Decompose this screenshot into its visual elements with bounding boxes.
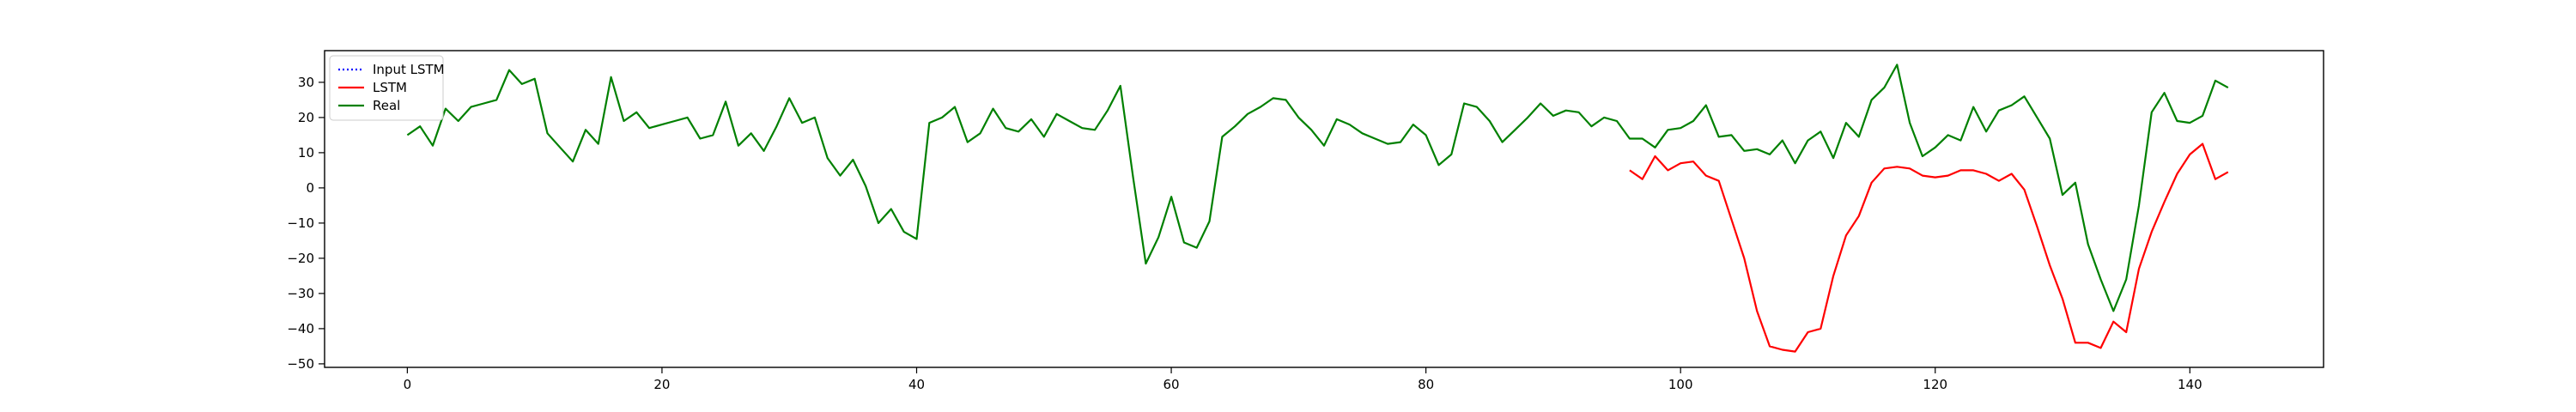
- y-tick-label: 0: [306, 180, 314, 196]
- x-tick-label: 40: [908, 377, 925, 392]
- legend-label: LSTM: [373, 80, 407, 95]
- y-tick-label: −20: [287, 251, 314, 266]
- y-tick-label: 20: [298, 110, 314, 125]
- series-line-lstm: [1629, 142, 2229, 353]
- y-tick-label: 10: [298, 145, 314, 161]
- x-tick-label: 80: [1418, 377, 1434, 392]
- x-tick-label: 100: [1668, 377, 1693, 392]
- x-tick-label: 20: [653, 377, 670, 392]
- axes-layer: [324, 50, 2324, 368]
- x-tick-label: 60: [1163, 377, 1180, 392]
- x-tick-label: 120: [1923, 377, 1947, 392]
- y-tick-label: −10: [287, 215, 314, 231]
- x-tick-label: 140: [2178, 377, 2202, 392]
- legend-label: Input LSTM: [373, 62, 445, 77]
- y-tick-label: −40: [287, 321, 314, 336]
- x-tick-label: 0: [404, 377, 412, 392]
- legend: Input LSTM LSTM Real: [329, 55, 445, 121]
- tick-layer: 0 20 40 60 80 100 120 140 −50 −40 −30 −20 −10 0 10 20 30: [287, 75, 2202, 392]
- legend-box: [329, 55, 444, 121]
- legend-label: Real: [373, 98, 400, 113]
- y-tick-label: −30: [287, 286, 314, 301]
- plot-frame: [324, 50, 2324, 368]
- series-layer: [406, 64, 2229, 353]
- y-tick-label: 30: [298, 75, 314, 90]
- series-line-real: [406, 64, 2229, 312]
- y-tick-label: −50: [287, 356, 314, 372]
